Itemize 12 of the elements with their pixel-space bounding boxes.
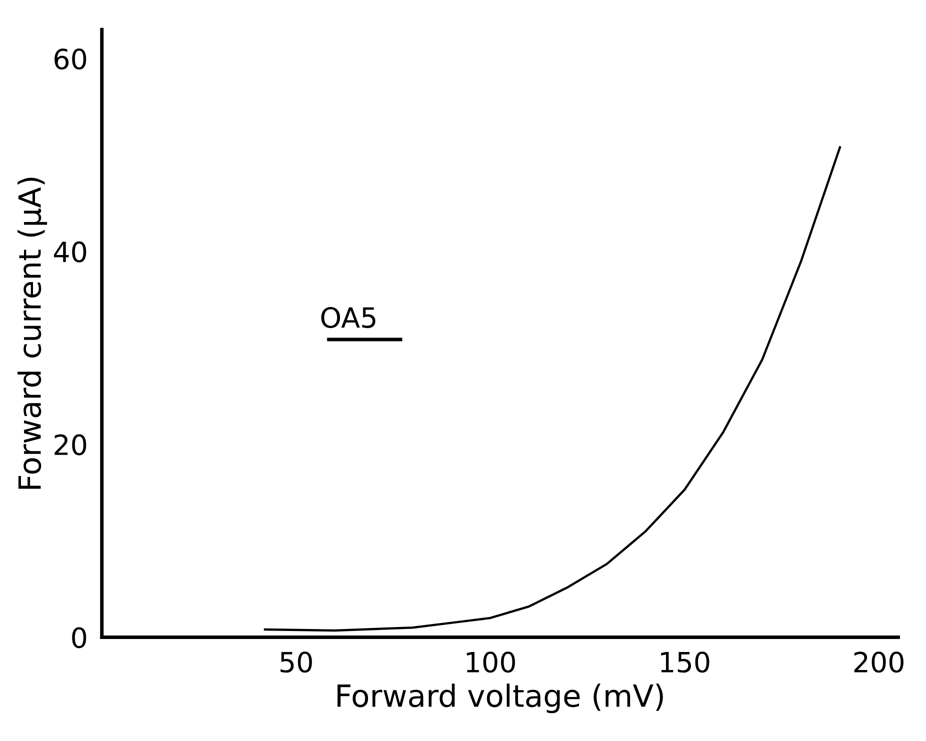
y-axis-title: Forward current (μA) [17,178,48,489]
x-tick-label: 50 [280,652,312,673]
x-axis-title: Forward voltage (mV) [338,684,663,714]
x-tick-label: 150 [661,652,710,673]
x-tick-label: 100 [466,652,515,673]
y-tick-label: 0 [72,627,86,648]
x-tick-label: 200 [854,652,904,673]
y-tick-label: 40 [54,241,86,262]
annotation: OA5 [321,307,376,328]
line-series [264,146,842,632]
y-tick-label: 20 [54,434,86,456]
y-tick-label: 60 [54,48,86,70]
